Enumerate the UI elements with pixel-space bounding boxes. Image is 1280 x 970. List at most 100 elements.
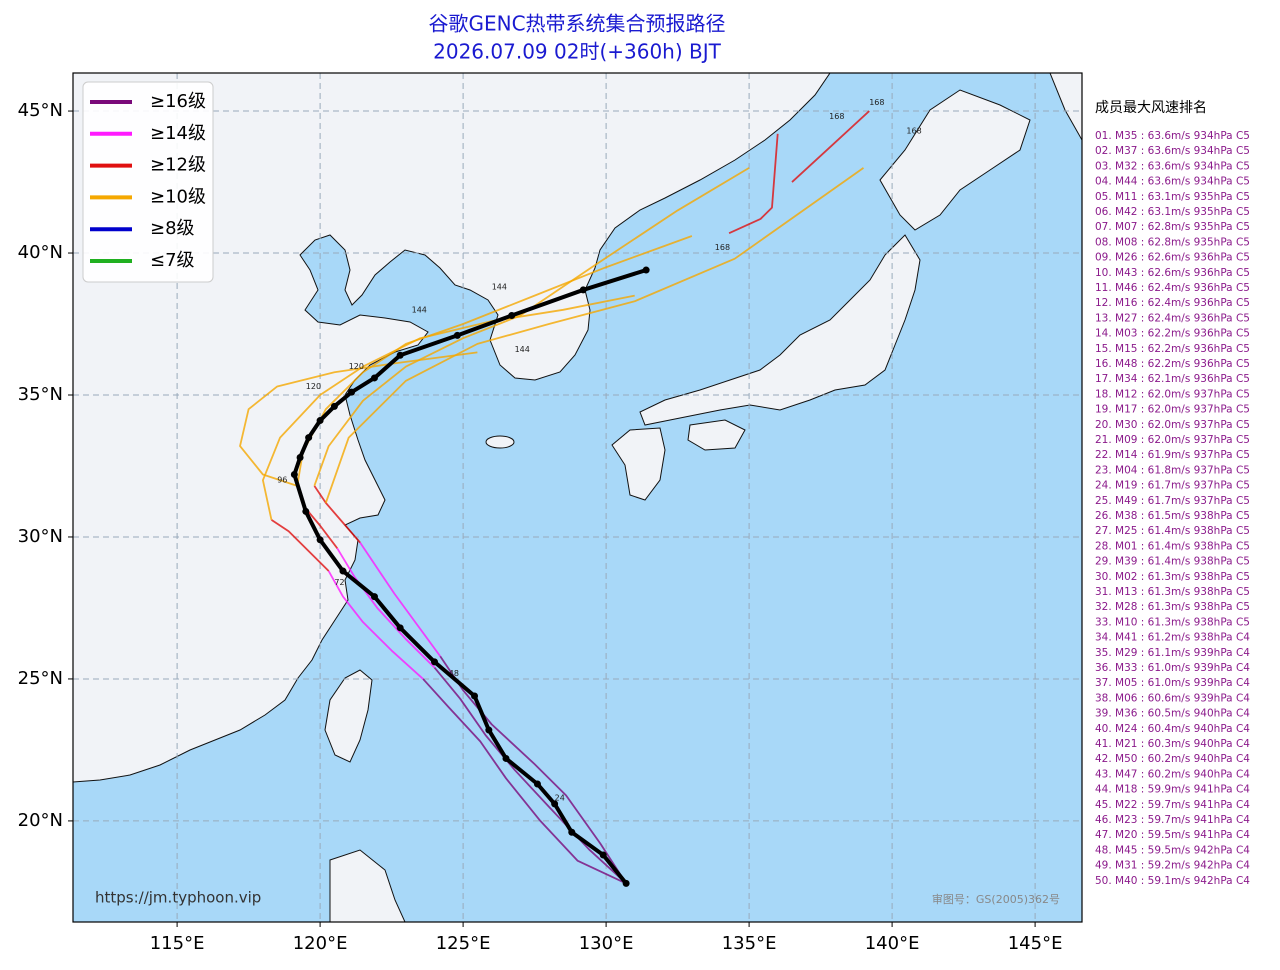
ranking-entry: 27. M25 : 61.4m/s 938hPa C5 [1095, 525, 1250, 537]
ranking-entry: 22. M14 : 61.9m/s 937hPa C5 [1095, 449, 1250, 461]
ranking-entry: 37. M05 : 61.0m/s 939hPa C4 [1095, 677, 1250, 689]
mean-track-point [339, 567, 347, 575]
ranking-entry: 38. M06 : 60.6m/s 939hPa C4 [1095, 692, 1250, 704]
legend-label: ≥14级 [150, 123, 206, 144]
mean-track-point [622, 879, 630, 887]
ranking-entry: 31. M13 : 61.3m/s 938hPa C5 [1095, 586, 1250, 598]
ranking-entry: 47. M20 : 59.5m/s 941hPa C4 [1095, 829, 1250, 841]
ranking-entry: 48. M45 : 59.5m/s 942hPa C4 [1095, 844, 1250, 856]
hour-label: 144 [412, 305, 427, 314]
mean-track-point [296, 453, 304, 461]
sakhalin [1049, 73, 1082, 142]
ranking-entry: 29. M39 : 61.4m/s 938hPa C5 [1095, 556, 1250, 568]
ensemble-track [336, 547, 436, 669]
jeju [485, 435, 515, 449]
ensemble-track [239, 351, 478, 487]
hour-label: 168 [906, 126, 921, 135]
ranking-entry: 24. M19 : 61.7m/s 937hPa C5 [1095, 480, 1250, 492]
ranking-entry: 40. M24 : 60.4m/s 940hPa C4 [1095, 723, 1250, 735]
ranking-entry: 50. M40 : 59.1m/s 942hPa C4 [1095, 875, 1250, 887]
ensemble-track [359, 542, 441, 657]
hokkaido [879, 89, 1031, 231]
ensemble-track [433, 667, 627, 885]
ranking-entry: 28. M01 : 61.4m/s 938hPa C5 [1095, 540, 1250, 552]
mainland [73, 73, 831, 783]
ranking-entry: 15. M15 : 62.2m/s 936hPa C5 [1095, 343, 1250, 355]
mean-track-point [485, 726, 493, 734]
y-tick-label: 40°N [18, 242, 63, 263]
ranking-entry: 02. M37 : 63.6m/s 934hPa C5 [1095, 145, 1250, 157]
hour-label: 144 [492, 283, 507, 292]
ensemble-track [313, 167, 750, 487]
ranking-entry: 34. M41 : 61.2m/s 938hPa C4 [1095, 632, 1250, 644]
ranking-entry: 46. M23 : 59.7m/s 941hPa C4 [1095, 814, 1250, 826]
mean-track-point [533, 780, 541, 788]
mean-track-point [502, 754, 510, 762]
ranking-entry: 01. M35 : 63.6m/s 934hPa C5 [1095, 130, 1250, 142]
mean-track-point [431, 658, 439, 666]
mean-track-point [290, 471, 298, 479]
mean-track-point [642, 266, 650, 274]
map: 168 168 168 168 144 144 144 120 120 96 72 48 24 [73, 73, 1082, 922]
ranking-entry: 06. M42 : 63.1m/s 935hPa C5 [1095, 206, 1250, 218]
ranking-entry: 25. M49 : 61.7m/s 937hPa C5 [1095, 495, 1250, 507]
legend-label: ≥16级 [150, 91, 206, 112]
y-tick-label: 30°N [18, 526, 63, 547]
legend-label: ≥12级 [150, 155, 206, 176]
mean-track-point [508, 311, 516, 319]
subtitle: 2026.07.09 02时(+360h) BJT [433, 40, 722, 64]
mean-track-point [316, 417, 324, 425]
title: 谷歌GENC热带系统集合预报路径 [428, 12, 725, 36]
ensemble-track [327, 570, 424, 680]
ranking-entry: 19. M17 : 62.0m/s 937hPa C5 [1095, 404, 1250, 416]
ranking-entry: 49. M31 : 59.2m/s 942hPa C4 [1095, 860, 1250, 872]
ranking-entry: 10. M43 : 62.6m/s 936hPa C5 [1095, 267, 1250, 279]
ranking-entry: 14. M03 : 62.2m/s 936hPa C5 [1095, 328, 1250, 340]
ranking-entry: 21. M09 : 62.0m/s 937hPa C5 [1095, 434, 1250, 446]
ensemble-track [313, 485, 361, 544]
ranking-entry: 30. M02 : 61.3m/s 938hPa C5 [1095, 571, 1250, 583]
x-tick-label: 125°E [436, 933, 491, 954]
y-tick-label: 45°N [18, 100, 63, 121]
kyushu [611, 427, 666, 501]
ranking-entry: 20. M30 : 62.0m/s 937hPa C5 [1095, 419, 1250, 431]
ranking-entry: 09. M26 : 62.6m/s 936hPa C5 [1095, 252, 1250, 264]
mean-track-point [568, 828, 576, 836]
ranking-entry: 33. M10 : 61.3m/s 938hPa C5 [1095, 616, 1250, 628]
mean-track-point [316, 536, 324, 544]
ranking-entry: 36. M33 : 61.0m/s 939hPa C4 [1095, 662, 1250, 674]
x-tick-label: 140°E [865, 933, 920, 954]
hour-label: 48 [449, 669, 459, 678]
ranking-entry: 32. M28 : 61.3m/s 938hPa C5 [1095, 601, 1250, 613]
x-tick-label: 115°E [150, 933, 205, 954]
x-tick-label: 120°E [293, 933, 348, 954]
legend-label: ≤7级 [150, 250, 195, 271]
hour-label: 144 [515, 345, 530, 354]
mean-track-point [330, 402, 338, 410]
mean-track-point [551, 800, 559, 808]
ranking-entry: 05. M11 : 63.1m/s 935hPa C5 [1095, 191, 1250, 203]
ranking-entry: 23. M04 : 61.8m/s 937hPa C5 [1095, 464, 1250, 476]
hour-label: 120 [349, 362, 364, 371]
mean-track-point [396, 351, 404, 359]
y-tick-label: 20°N [18, 810, 63, 831]
ranking-entry: 18. M12 : 62.0m/s 937hPa C5 [1095, 388, 1250, 400]
hour-label: 24 [555, 794, 565, 803]
ensemble-track [270, 519, 330, 572]
mean-track-point [348, 388, 356, 396]
ranking-entry: 41. M21 : 60.3m/s 940hPa C4 [1095, 738, 1250, 750]
ranking-entry: 17. M34 : 62.1m/s 936hPa C5 [1095, 373, 1250, 385]
legend-label: ≥10级 [150, 186, 206, 207]
x-tick-label: 130°E [579, 933, 634, 954]
ensemble-track [324, 167, 865, 504]
mean-track-point [471, 692, 479, 700]
mean-track-point [599, 851, 607, 859]
ranking-entry: 04. M44 : 63.6m/s 934hPa C5 [1095, 176, 1250, 188]
ensemble-track [728, 133, 779, 234]
shikoku [687, 419, 746, 451]
mean-track-point [370, 593, 378, 601]
x-tick-label: 135°E [722, 933, 777, 954]
source-url: https://jm.typhoon.vip [95, 889, 261, 907]
ranking-entry: 03. M32 : 63.6m/s 934hPa C5 [1095, 160, 1250, 172]
